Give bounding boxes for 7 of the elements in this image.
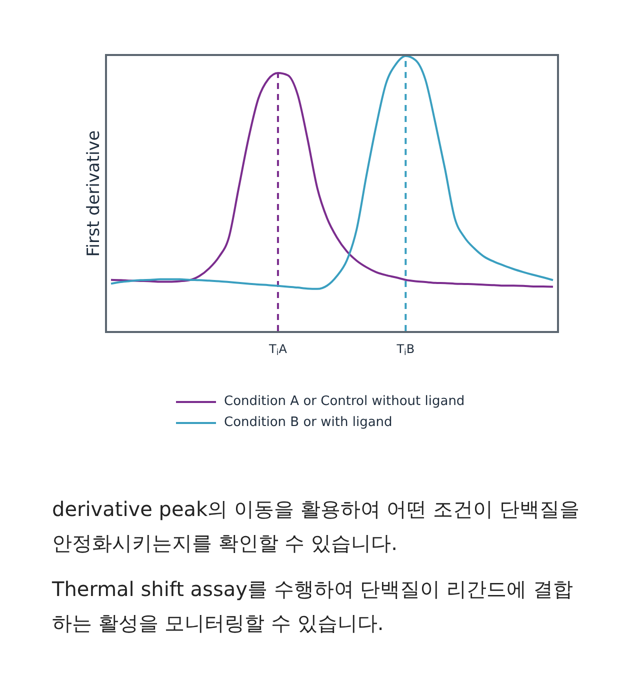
text: derivative peak의 이동을 활용하여 어떤 조건이 단백질을 안정화시키는지를 확인할 수 있습니다.	[52, 496, 580, 557]
y-axis-title: First derivative	[84, 130, 104, 257]
text: Thermal shift assay를 수행하여 단백질이 리간드에 결합하는 활성을 모니터링할 수 있습니다.	[52, 576, 574, 637]
x-tick-label: T$_{i}$A	[268, 342, 288, 358]
x-tick-label: T$_{i}$B	[396, 342, 415, 358]
legend-label: Condition A or Control without ligand	[224, 394, 465, 409]
legend-label: Condition B or with ligand	[224, 415, 392, 430]
